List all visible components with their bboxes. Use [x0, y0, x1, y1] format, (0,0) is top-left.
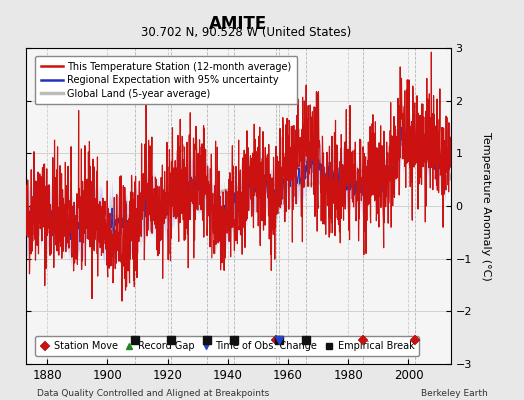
- Text: Data Quality Controlled and Aligned at Breakpoints: Data Quality Controlled and Aligned at B…: [37, 389, 269, 398]
- Text: Berkeley Earth: Berkeley Earth: [421, 389, 487, 398]
- Legend: Station Move, Record Gap, Time of Obs. Change, Empirical Break: Station Move, Record Gap, Time of Obs. C…: [35, 336, 419, 356]
- Y-axis label: Temperature Anomaly (°C): Temperature Anomaly (°C): [482, 132, 492, 280]
- Text: 30.702 N, 90.528 W (United States): 30.702 N, 90.528 W (United States): [141, 26, 352, 39]
- Title: AMITE: AMITE: [209, 14, 268, 32]
